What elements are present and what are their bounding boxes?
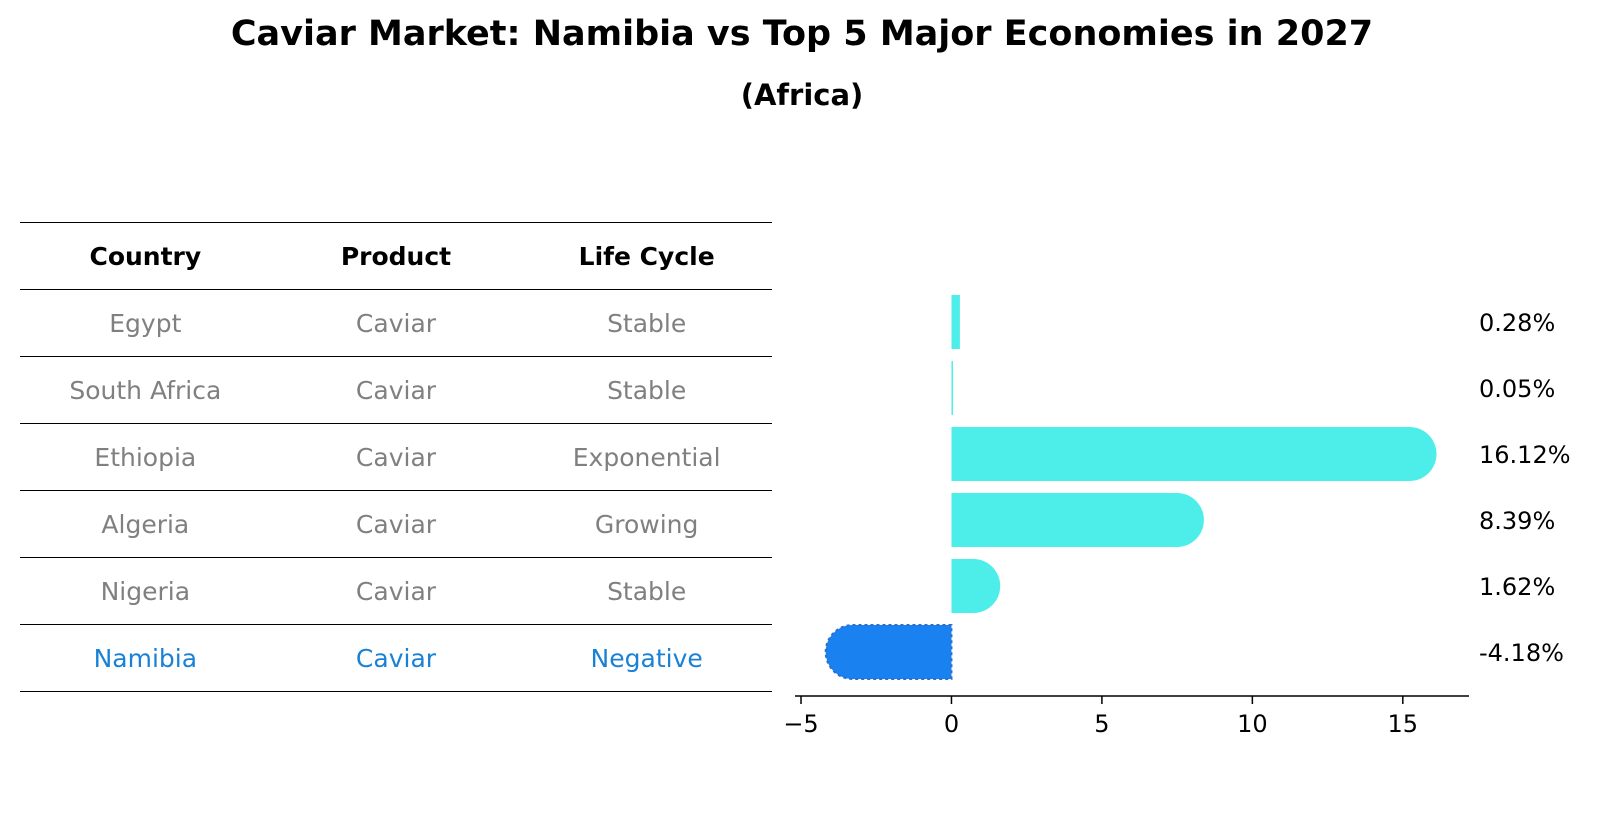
x-tick-label: 0: [944, 710, 959, 738]
bar-value-label: -4.18%: [1479, 639, 1564, 667]
chart-subtitle: (Africa): [740, 78, 864, 112]
bar-egypt: [951, 295, 960, 349]
cell-life-cycle: Stable: [521, 289, 772, 357]
cell-life-cycle: Growing: [521, 490, 772, 558]
bar-value-label: 1.62%: [1479, 573, 1555, 601]
header-life-cycle: Life Cycle: [521, 222, 772, 290]
x-tick-label: 15: [1388, 710, 1419, 738]
cell-product: Caviar: [270, 423, 522, 491]
header-country: Country: [20, 222, 271, 290]
table-row-highlighted: Namibia Caviar Negative: [20, 624, 772, 692]
cell-life-cycle: Stable: [521, 356, 772, 424]
table-row: South Africa Caviar Stable: [20, 356, 772, 424]
table-row: Egypt Caviar Stable: [20, 289, 772, 357]
cell-country: Algeria: [20, 490, 271, 558]
bar-algeria: [951, 493, 1204, 547]
bar-value-label: 8.39%: [1479, 507, 1555, 535]
bar-nigeria: [951, 559, 1001, 613]
table-header-row: Country Product Life Cycle: [20, 222, 772, 290]
cell-product: Caviar: [270, 624, 522, 692]
cell-life-cycle: Exponential: [521, 423, 772, 491]
table-row: Algeria Caviar Growing: [20, 490, 772, 558]
bar-value-label: 0.28%: [1479, 309, 1555, 337]
x-tick-label: 10: [1237, 710, 1268, 738]
cell-product: Caviar: [270, 557, 522, 625]
cell-product: Caviar: [270, 356, 522, 424]
cell-product: Caviar: [270, 490, 522, 558]
cell-country: Ethiopia: [20, 423, 271, 491]
header-product: Product: [270, 222, 522, 290]
bar-namibia: [824, 624, 953, 680]
bar-value-label: 0.05%: [1479, 375, 1555, 403]
x-tick-label: −5: [783, 710, 818, 738]
table-row: Ethiopia Caviar Exponential: [20, 423, 772, 491]
cell-country: South Africa: [20, 356, 271, 424]
cell-country: Nigeria: [20, 557, 271, 625]
bar-south-africa: [951, 361, 953, 415]
table-row: Nigeria Caviar Stable: [20, 557, 772, 625]
market-table: Country Product Life Cycle Egypt Caviar …: [20, 222, 772, 692]
cell-country: Namibia: [20, 624, 271, 692]
cell-country: Egypt: [20, 289, 271, 357]
cell-life-cycle: Negative: [521, 624, 772, 692]
cell-product: Caviar: [270, 289, 522, 357]
bar-ethiopia: [951, 427, 1437, 482]
cell-life-cycle: Stable: [521, 557, 772, 625]
x-tick-label: 5: [1094, 710, 1109, 738]
chart-title: Caviar Market: Namibia vs Top 5 Major Ec…: [230, 14, 1374, 54]
bar-value-label: 16.12%: [1479, 441, 1571, 469]
